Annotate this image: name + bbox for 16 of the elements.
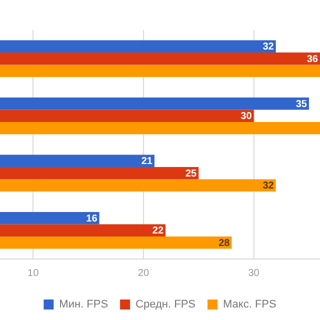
data-label: 21 <box>141 156 153 168</box>
data-label: 36 <box>306 54 318 65</box>
data-label: 32 <box>262 42 274 53</box>
legend-label: Мин. FPS <box>59 298 108 311</box>
x-tick-label: 20 <box>138 268 150 279</box>
data-label: 35 <box>296 98 308 110</box>
data-label: 22 <box>152 226 164 237</box>
data-label: 25 <box>185 168 198 180</box>
data-label: 30 <box>240 111 252 122</box>
x-tick-label: 10 <box>28 268 40 279</box>
data-label: 28 <box>218 238 230 249</box>
legend-label: Средн. FPS <box>136 298 196 311</box>
data-label: 16 <box>86 213 98 224</box>
data-label: 32 <box>262 180 274 192</box>
legend-label: Макс. FPS <box>222 298 276 311</box>
x-tick-label: 30 <box>248 268 260 279</box>
